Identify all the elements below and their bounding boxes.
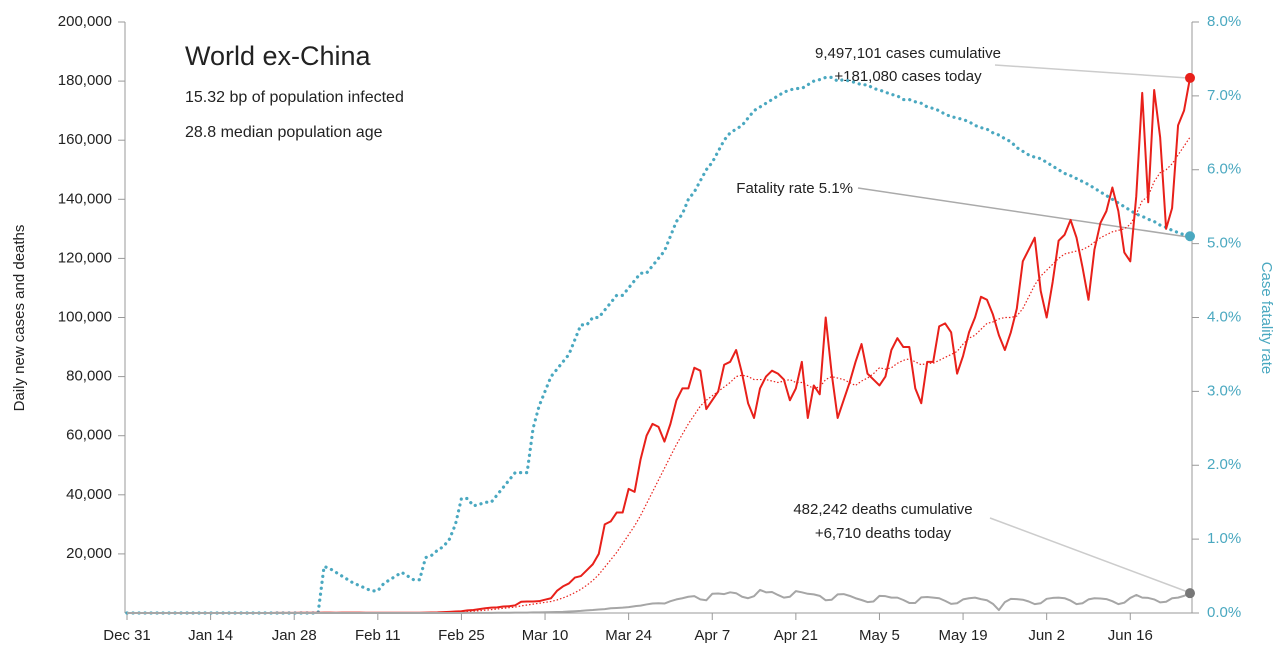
x-tick-label: Jan 14 [188, 627, 233, 644]
leader-line [857, 187, 1189, 238]
x-tick-label: Mar 24 [605, 627, 652, 644]
y-tick-label: 160,000 [58, 131, 112, 148]
y-tick-label: 40,000 [66, 486, 112, 503]
series-line [127, 588, 1191, 614]
y-tick-label: 180,000 [58, 72, 112, 89]
series-line [127, 136, 1191, 614]
subtitle: 15.32 bp of population infected [185, 89, 404, 106]
y2-tick-label: 6.0% [1207, 161, 1241, 178]
x-tick-label: Feb 25 [438, 627, 485, 644]
y-tick-label: 60,000 [66, 427, 112, 444]
annotation: 482,242 deaths cumulative [793, 501, 972, 518]
series-line [125, 75, 1192, 615]
y-tick-label: 120,000 [58, 249, 112, 266]
chart-title: World ex-China [185, 41, 372, 71]
annotation: Fatality rate 5.1% [736, 180, 853, 197]
x-tick-label: Dec 31 [103, 627, 151, 644]
y2-axis-label: Case fatality rate [1258, 262, 1275, 375]
x-tick-label: Feb 11 [355, 627, 401, 644]
y2-tick-label: 2.0% [1207, 456, 1241, 473]
y2-tick-label: 4.0% [1207, 308, 1241, 325]
y2-tick-label: 0.0% [1207, 604, 1241, 621]
y2-tick-label: 8.0% [1207, 13, 1241, 30]
end-point [1185, 588, 1195, 599]
x-tick-label: Jan 28 [272, 627, 317, 644]
annotation: 9,497,101 cases cumulative [815, 45, 1001, 62]
y-tick-label: 140,000 [58, 190, 112, 207]
y2-tick-label: 7.0% [1207, 87, 1241, 104]
x-tick-label: Apr 21 [774, 627, 818, 644]
x-tick-label: Mar 10 [522, 627, 569, 644]
x-tick-label: May 5 [859, 627, 900, 644]
x-tick-label: May 19 [938, 627, 987, 644]
y2-tick-label: 5.0% [1207, 235, 1241, 252]
y2-tick-label: 3.0% [1207, 382, 1241, 399]
annotation: +6,710 deaths today [815, 525, 952, 542]
subtitle: 28.8 median population age [185, 124, 383, 141]
y-tick-label: 80,000 [66, 368, 112, 385]
end-point [1185, 72, 1195, 83]
x-tick-label: Apr 7 [694, 627, 730, 644]
x-tick-label: Jun 16 [1108, 627, 1153, 644]
end-point [1185, 231, 1195, 242]
x-tick-label: Jun 2 [1028, 627, 1065, 644]
annotation: +181,080 cases today [834, 68, 982, 85]
grid [118, 21, 1199, 614]
leader-line [994, 64, 1189, 79]
y2-tick-label: 1.0% [1207, 530, 1241, 547]
leader-line [989, 517, 1189, 593]
y-tick-label: 100,000 [58, 308, 112, 325]
y-tick-label: 200,000 [58, 13, 112, 30]
y-tick-label: 20,000 [66, 545, 112, 562]
y-axis-label: Daily new cases and deaths [11, 225, 28, 412]
